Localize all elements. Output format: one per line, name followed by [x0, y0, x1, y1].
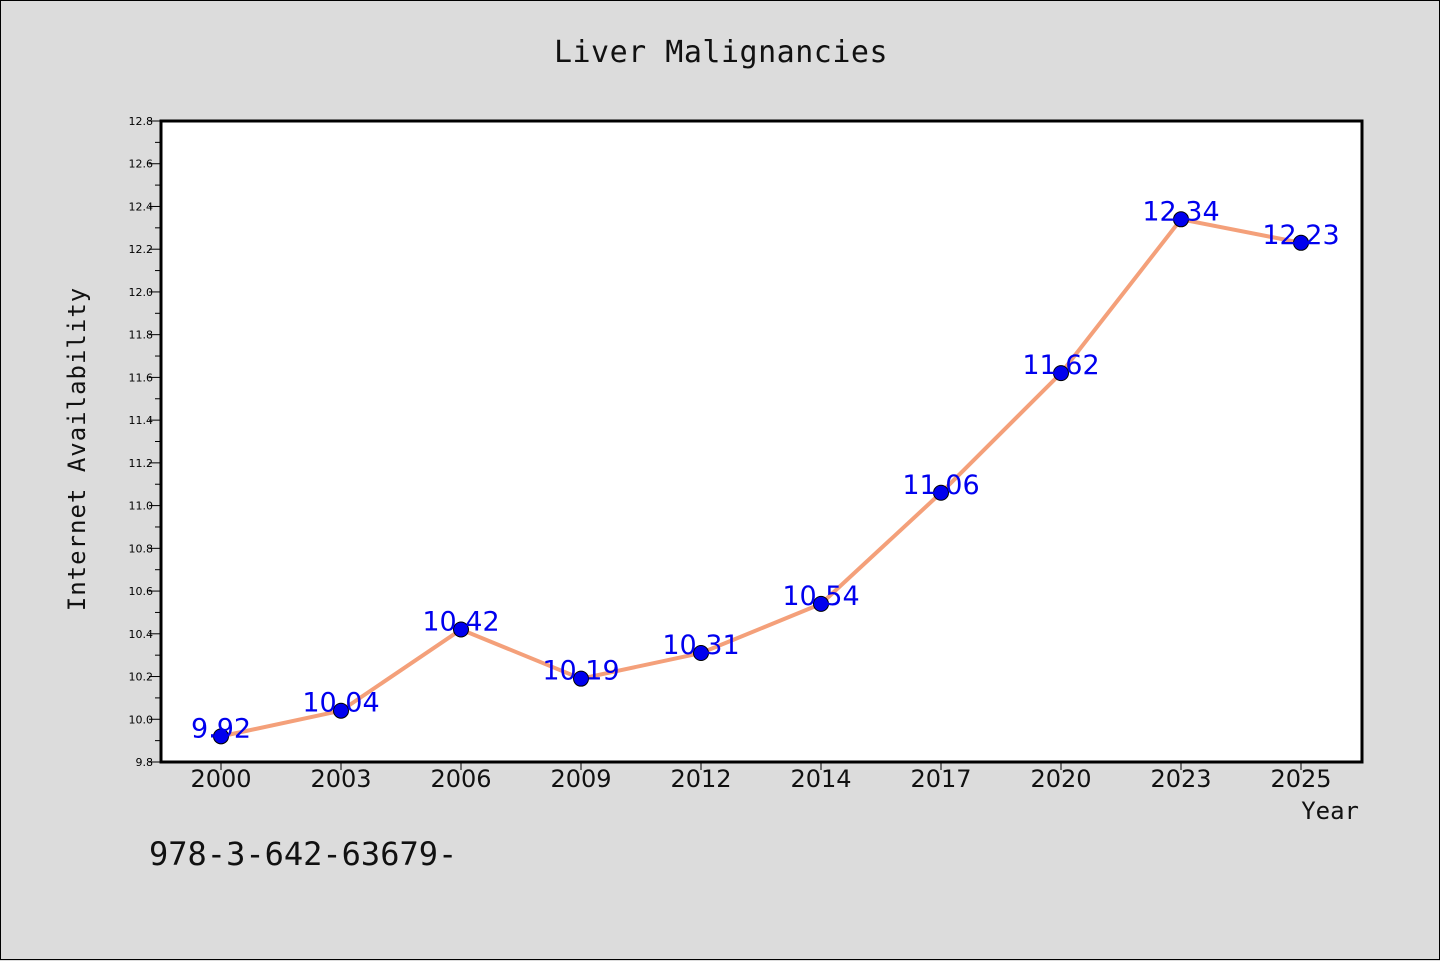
y-tick-label: 10.2: [129, 671, 154, 684]
x-tick-label: 2006: [430, 765, 491, 793]
x-tick-label: 2009: [550, 765, 611, 793]
data-label: 12.34: [1142, 196, 1219, 227]
x-tick-label: 2014: [790, 765, 851, 793]
data-point: [813, 595, 829, 612]
data-label: 10.54: [782, 581, 859, 612]
isbn-text: 978-3-642-63679-: [149, 835, 458, 873]
y-tick-label: 12.4: [129, 200, 154, 213]
y-tick-label: 10.8: [129, 542, 154, 555]
data-point: [693, 645, 709, 662]
x-tick-label: 2023: [1150, 765, 1211, 793]
y-axis: 9.8 10.0 10.2 10.4 10.6 10.8 11.0 11.2 11.4 11.6 1…: [129, 115, 161, 769]
y-tick-label: 11.4: [129, 414, 154, 427]
chart-title: Liver Malignancies: [553, 35, 889, 70]
data-point: [333, 702, 349, 719]
data-point: [453, 621, 469, 638]
data-labels: 9.92 10.04 10.42 10.19 10.31 10.54 11.06 11.62 1…: [191, 196, 1340, 744]
x-tick-label: 2003: [310, 765, 371, 793]
y-tick-label: 12.6: [129, 158, 154, 171]
y-tick-label: 12.2: [129, 243, 154, 256]
y-tick-label: 10.0: [129, 713, 154, 726]
data-label: 10.04: [302, 688, 379, 719]
x-tick-label: 2012: [670, 765, 731, 793]
series-line: [220, 217, 1302, 739]
data-label: 9.92: [191, 713, 251, 744]
y-tick-label: 11.8: [129, 329, 154, 342]
data-label: 11.62: [1022, 350, 1099, 381]
y-tick-label: 10.4: [129, 628, 154, 641]
data-point: [1293, 234, 1309, 251]
plot-frame: [159, 119, 1364, 764]
data-label: 10.31: [662, 630, 739, 661]
data-point: [213, 728, 229, 745]
y-tick-label: 11.2: [129, 457, 154, 470]
x-tick-label: 2000: [190, 765, 251, 793]
y-tick-label: 12.0: [129, 286, 154, 299]
x-tick-label: 2017: [910, 765, 971, 793]
data-point: [1173, 211, 1189, 228]
y-tick-label: 12.8: [129, 115, 154, 128]
y-tick-label: 10.6: [129, 585, 154, 598]
y-tick-label: 11.0: [129, 500, 154, 513]
y-tick-label: 9.8: [136, 756, 154, 769]
data-point: [1053, 365, 1069, 382]
data-label: 10.19: [542, 656, 619, 687]
data-point: [573, 670, 589, 687]
x-axis-label: Year: [1301, 797, 1359, 825]
data-label: 11.06: [902, 470, 979, 501]
x-tick-label: 2020: [1030, 765, 1091, 793]
data-point: [933, 484, 949, 501]
y-tick-label: 11.6: [129, 371, 154, 384]
x-axis: 2000 2003 2006 2009 2012 2014 2017 2020 2023 2025: [190, 762, 1332, 793]
data-markers: [213, 211, 1309, 745]
data-label: 10.42: [422, 607, 499, 638]
x-tick-label: 2025: [1270, 765, 1331, 793]
data-label: 12.23: [1262, 220, 1339, 251]
